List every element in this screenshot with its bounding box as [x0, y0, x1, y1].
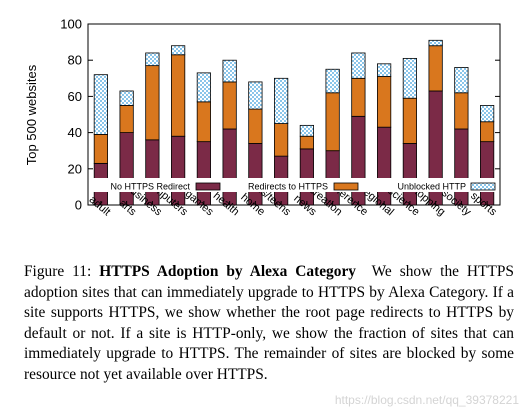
bar-segment [248, 81, 263, 110]
legend-swatch [470, 182, 496, 191]
legend: No HTTPS Redirect Redirects to HTTPS Unblo… [91, 178, 497, 192]
bar-segment [222, 81, 237, 130]
y-axis-label: Top 500 websites [24, 64, 39, 165]
bar-segment [480, 105, 495, 123]
legend-label: Unblocked HTTP [397, 182, 466, 192]
bar-segment [299, 124, 314, 137]
y-tick-label: 100 [60, 17, 82, 32]
bar-segment [145, 52, 160, 67]
bar-segment [222, 59, 237, 83]
bar-segment [325, 92, 340, 152]
bar-segment [377, 63, 392, 77]
legend-swatch [333, 182, 359, 191]
legend-label: No HTTPS Redirect [110, 182, 190, 192]
bar-segment [196, 72, 211, 103]
bar-segment [480, 121, 495, 143]
bar-segment [171, 45, 186, 56]
legend-background [91, 178, 497, 192]
bar-segment [93, 74, 108, 135]
caption-body: We show the HTTPS adoption sites that ca… [24, 263, 514, 383]
legend-label: Redirects to HTTPS [248, 182, 328, 192]
y-tick-label: 60 [68, 89, 82, 104]
bar-segment [428, 39, 443, 47]
bar-segment [171, 54, 186, 137]
bar-segment [428, 45, 443, 92]
bar-segment [274, 77, 289, 124]
bar-segment [454, 67, 469, 94]
bar-segment [454, 92, 469, 130]
y-axis: 0 20 40 60 80 100 [60, 17, 501, 213]
y-tick-label: 0 [75, 198, 82, 213]
watermark: https://blog.csdn.net/qq_39378221 [334, 393, 519, 407]
bar-segment [248, 108, 263, 144]
bar-segment [402, 57, 417, 99]
y-tick-label: 80 [68, 53, 82, 68]
bar-segment [145, 65, 160, 141]
figure-caption: Figure 11: HTTPS Adoption by Alexa Categ… [24, 262, 514, 386]
legend-swatch [195, 182, 221, 191]
bar-segment [377, 76, 392, 128]
bar-segment [299, 135, 314, 150]
bar-segment [119, 105, 134, 133]
bar-segment [119, 90, 134, 106]
bar-segment [402, 97, 417, 144]
bar-segment [196, 101, 211, 143]
bar-segment [222, 128, 237, 206]
caption-title: HTTPS Adoption by Alexa Category [99, 263, 356, 280]
y-tick-label: 20 [68, 161, 82, 176]
y-tick-label: 40 [68, 125, 82, 140]
x-tick-label: adult [87, 194, 113, 219]
bar-segment [274, 123, 289, 157]
plot-frame [87, 23, 501, 206]
bar-segment [325, 68, 340, 94]
caption-label: Figure 11: [24, 263, 92, 280]
bar-segment [93, 134, 108, 164]
bar-segment [351, 77, 366, 117]
bar-segment [351, 52, 366, 79]
bar-segment [454, 128, 469, 206]
